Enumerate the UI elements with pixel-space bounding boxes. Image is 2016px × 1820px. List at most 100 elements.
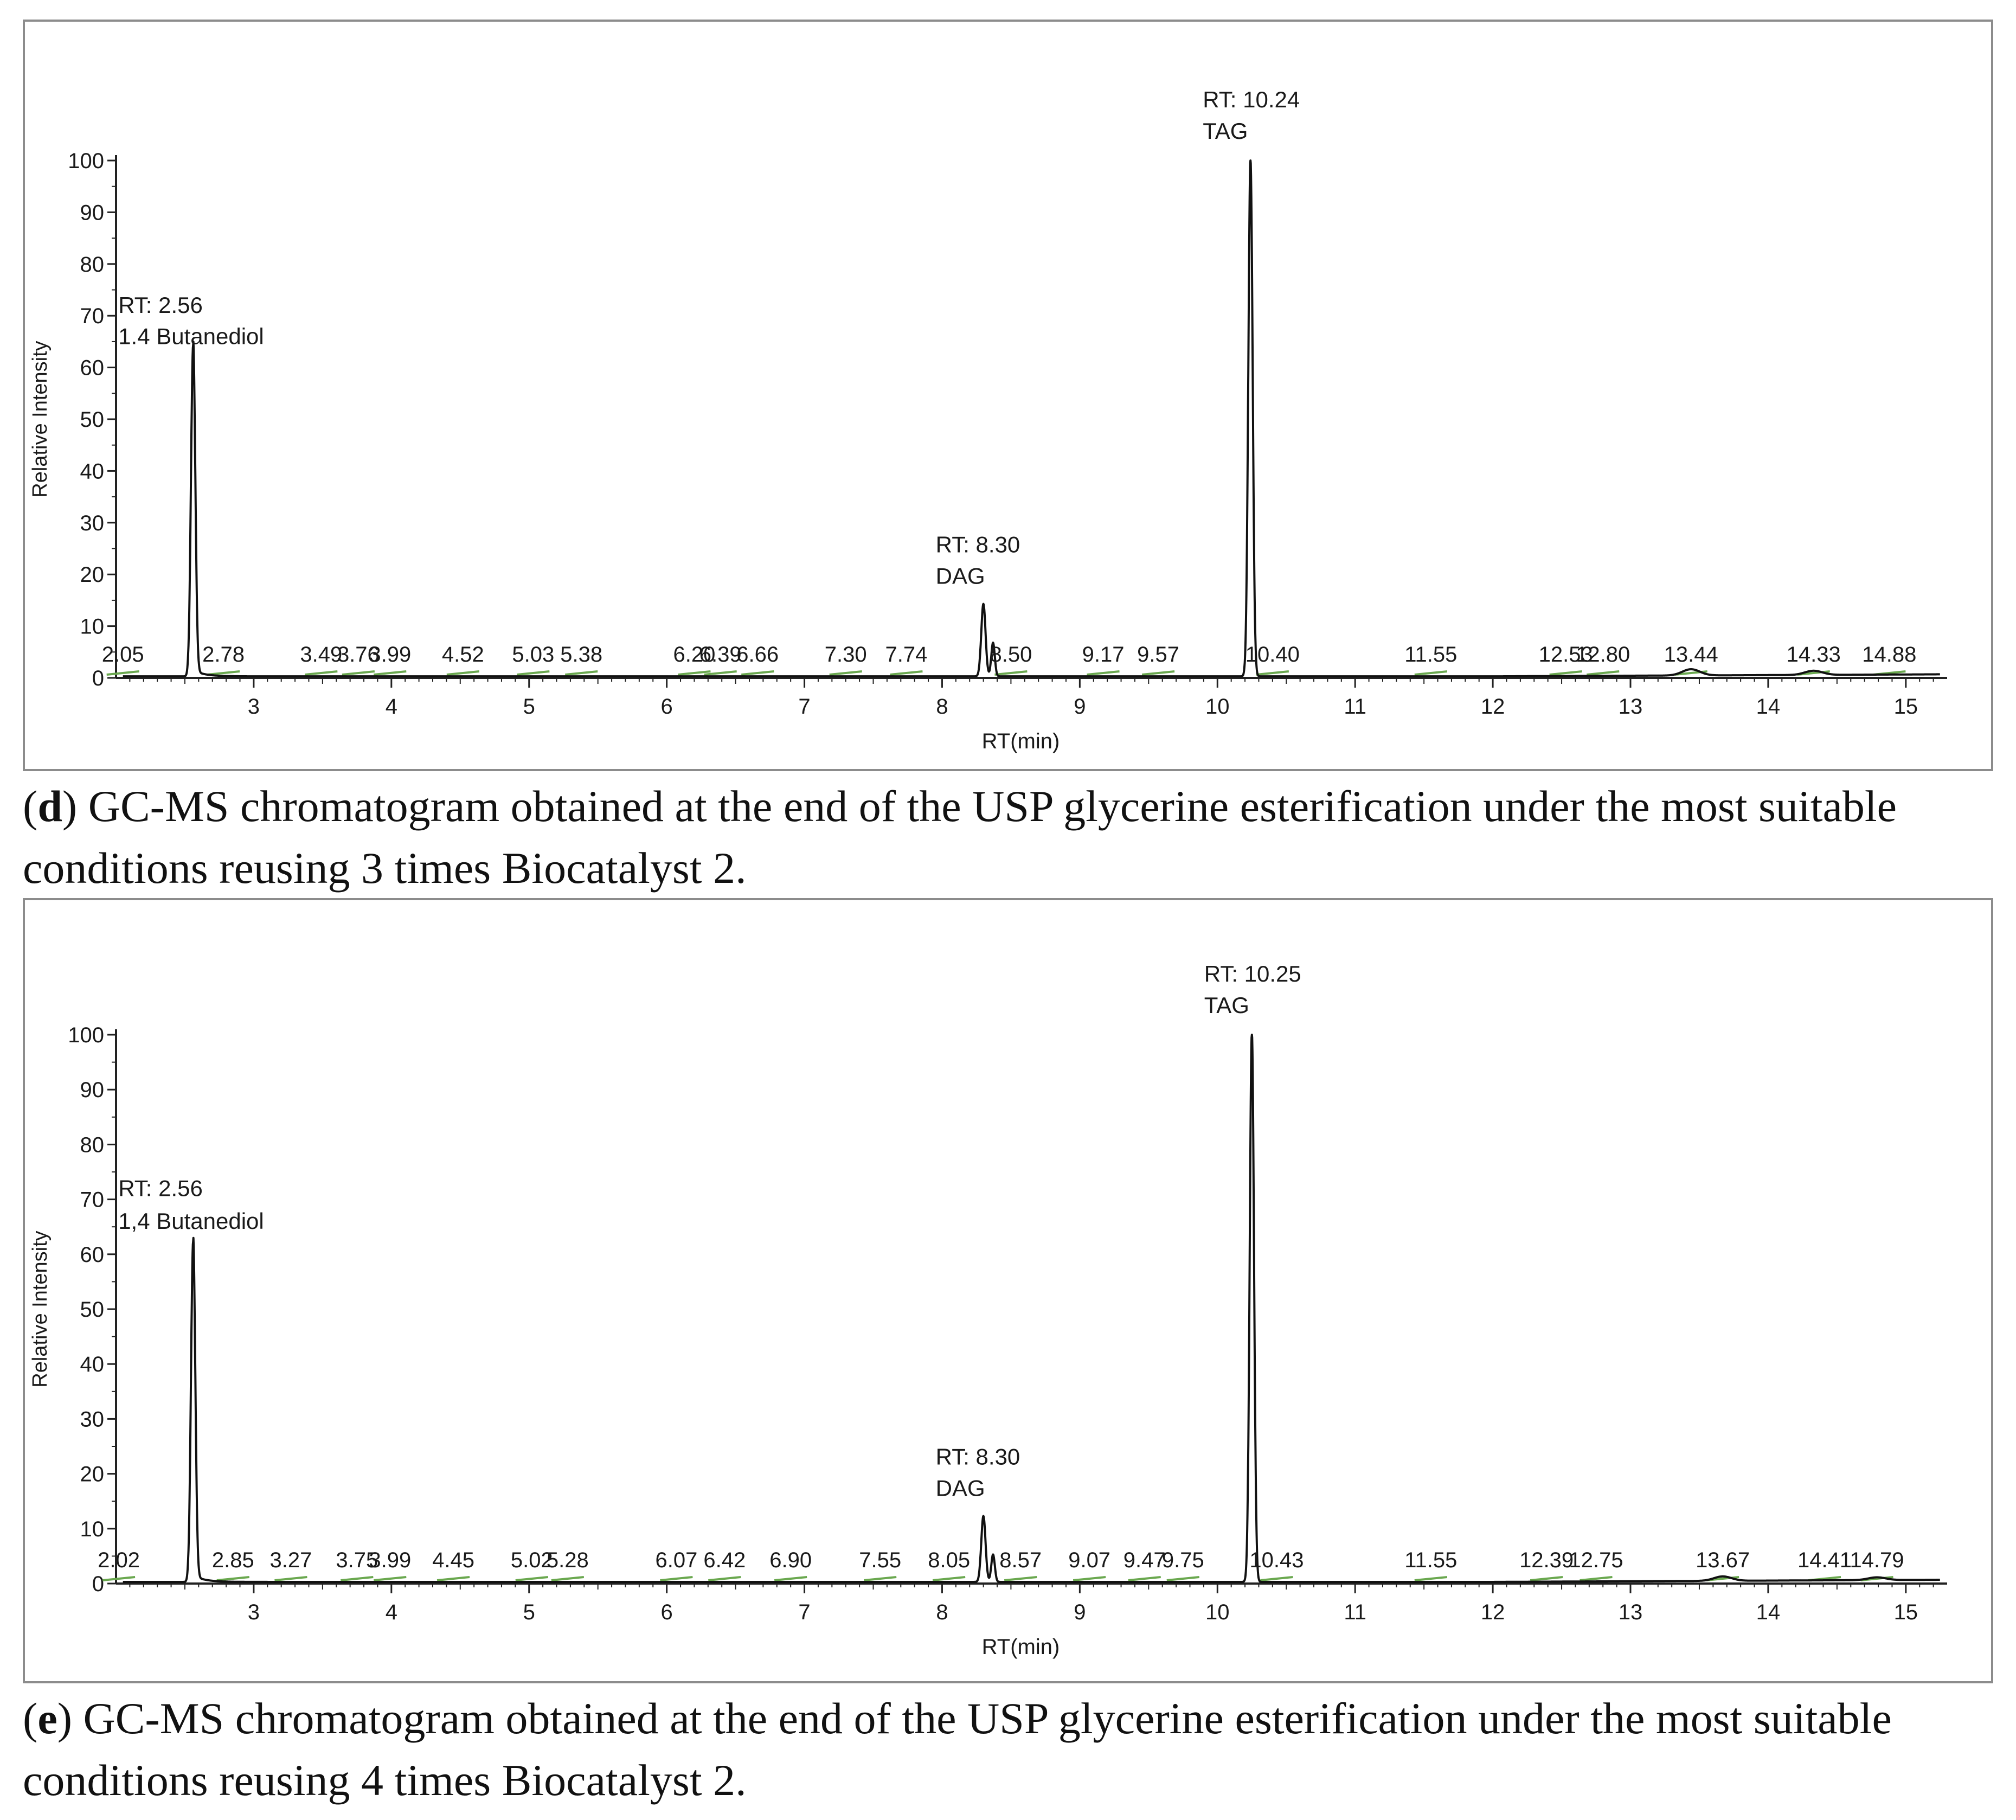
- baseline-mark: [305, 670, 338, 676]
- peak-rt-label: RT: 2.56: [118, 1175, 203, 1201]
- rt-annotation: 10.43: [1249, 1548, 1304, 1572]
- y-tick-label: 10: [80, 615, 105, 639]
- rt-annotation: 7.74: [885, 643, 928, 667]
- baseline-mark: [678, 670, 711, 676]
- baseline-mark: [436, 1576, 470, 1581]
- peak-name-label: DAG: [936, 1476, 985, 1501]
- caption-e: (e) GC-MS chromatogram obtained at the e…: [23, 1694, 1892, 1805]
- baseline-mark: [374, 670, 407, 676]
- y-tick-label: 80: [80, 1133, 105, 1157]
- rt-annotation: 3.75: [336, 1548, 378, 1572]
- chart-panel-d: 0 10 20 30 40 50 60 70 80 90 100 3 4 5 6 7 8 9 10 11 12 13 14 1…: [23, 20, 1993, 771]
- rt-annotation: 5.03: [512, 643, 554, 667]
- y-tick-label: 60: [80, 356, 105, 380]
- x-tick-label: 9: [1074, 695, 1086, 719]
- rt-annotation: 8.05: [928, 1548, 970, 1572]
- x-axis-label: RT(min): [982, 729, 1060, 753]
- x-tick-label: 10: [1205, 695, 1230, 719]
- rt-annotation: 12.80: [1576, 643, 1630, 667]
- rt-annotation: 6.90: [769, 1548, 812, 1572]
- baseline-mark: [864, 1576, 897, 1581]
- rt-annotation: 12.75: [1569, 1548, 1623, 1572]
- baseline-mark: [1260, 1576, 1293, 1581]
- baseline-mark: [1073, 1576, 1106, 1581]
- rt-annotation: 7.30: [825, 643, 867, 667]
- x-tick-label: 12: [1481, 695, 1505, 719]
- baseline-mark: [890, 670, 923, 676]
- x-tick-label: 12: [1481, 1600, 1505, 1624]
- peak-rt-label: RT: 8.30: [936, 1444, 1020, 1470]
- peak-rt-label: RT: 2.56: [118, 292, 203, 318]
- x-tick-label: 9: [1074, 1600, 1086, 1624]
- rt-annotation: 3.27: [270, 1548, 312, 1572]
- baseline-mark: [1414, 1576, 1448, 1581]
- baseline-mark: [932, 1576, 966, 1581]
- rt-annotation: 6.66: [736, 643, 779, 667]
- rt-annotation: 3.99: [369, 643, 411, 667]
- x-tick-label: 6: [661, 1600, 673, 1624]
- baseline-mark: [374, 1576, 407, 1581]
- y-axis-label: Relative Intensity: [29, 341, 52, 497]
- rt-annotation: 3.99: [369, 1548, 411, 1572]
- peak-name-label: TAG: [1203, 118, 1248, 144]
- x-tick-label: 4: [386, 695, 397, 719]
- baseline-mark: [551, 1576, 585, 1581]
- y-tick-label: 0: [92, 1572, 104, 1596]
- peak-name-label: DAG: [936, 563, 985, 588]
- y-tick-label: 40: [80, 459, 105, 483]
- rt-annotation: 6.42: [703, 1548, 746, 1572]
- x-tick-label: 8: [936, 1600, 948, 1624]
- y-tick-label: 40: [80, 1353, 105, 1376]
- chart-panel-e: 0 10 20 30 40 50 60 70 80 90 100 3 4 5 6 7 8 9 10 11 12 13 14 1…: [23, 898, 1993, 1683]
- caption-d-text: ) GC-MS chromatogram obtained at the end…: [23, 781, 1897, 893]
- rt-annotation: 6.20: [673, 643, 715, 667]
- caption-e-text: ) GC-MS chromatogram obtained at the end…: [23, 1694, 1892, 1805]
- baseline-mark: [1128, 1576, 1161, 1581]
- x-tick-label: 14: [1756, 695, 1781, 719]
- baseline-mark: [106, 670, 139, 676]
- x-tick-label: 10: [1205, 1600, 1230, 1624]
- rt-annotation: 6.07: [655, 1548, 697, 1572]
- rt-annotation: 9.17: [1082, 643, 1125, 667]
- x-tick-label: 11: [1344, 1600, 1366, 1624]
- rt-annotation: 8.50: [990, 643, 1032, 667]
- rt-annotation: 9.47: [1123, 1548, 1166, 1572]
- baseline-mark: [341, 1576, 374, 1581]
- baseline-mark: [207, 670, 240, 676]
- x-tick-label: 11: [1344, 695, 1366, 719]
- rt-annotation: 13.44: [1664, 643, 1718, 667]
- baseline-mark: [1166, 1576, 1199, 1581]
- baseline-mark: [565, 670, 598, 676]
- rt-annotation: 4.45: [432, 1548, 474, 1572]
- rt-annotation: 8.57: [999, 1548, 1042, 1572]
- rt-annotation: 14.88: [1862, 643, 1916, 667]
- caption-d-letter: d: [37, 781, 62, 831]
- rt-annotation: 12.39: [1519, 1548, 1574, 1572]
- baseline-mark: [274, 1576, 307, 1581]
- peak-name-label: 1.4 Butanediol: [118, 323, 264, 349]
- rt-annotation: 4.52: [442, 643, 484, 667]
- rt-annotation: 10.40: [1245, 643, 1300, 667]
- baseline-mark: [1414, 670, 1448, 676]
- rt-annotation: 3.49: [300, 643, 342, 667]
- baseline-mark: [102, 1576, 136, 1581]
- rt-annotation: 14.79: [1850, 1548, 1904, 1572]
- y-tick-label: 0: [92, 667, 104, 690]
- x-axis-label: RT(min): [982, 1635, 1060, 1659]
- rt-annotation: 11.55: [1404, 1548, 1457, 1572]
- baseline-mark: [994, 670, 1028, 676]
- peak-name-label: 1,4 Butanediol: [118, 1208, 264, 1234]
- baseline-mark: [446, 670, 480, 676]
- chromatogram-d: 0 10 20 30 40 50 60 70 80 90 100 3 4 5 6 7 8 9 10 11 12 13 14 1…: [29, 87, 1947, 753]
- baseline-mark: [1256, 670, 1289, 676]
- baseline-mark: [1530, 1576, 1563, 1581]
- baseline-mark: [829, 670, 862, 676]
- peak-rt-label: RT: 10.24: [1203, 87, 1300, 112]
- baseline-mark: [517, 670, 550, 676]
- y-tick-label: 30: [80, 1407, 105, 1431]
- rt-annotation: 5.02: [511, 1548, 553, 1572]
- peak-rt-label: RT: 10.25: [1204, 961, 1301, 986]
- y-tick-label: 80: [80, 253, 105, 277]
- rt-annotation: 5.28: [547, 1548, 589, 1572]
- rt-annotation: 12.53: [1539, 643, 1593, 667]
